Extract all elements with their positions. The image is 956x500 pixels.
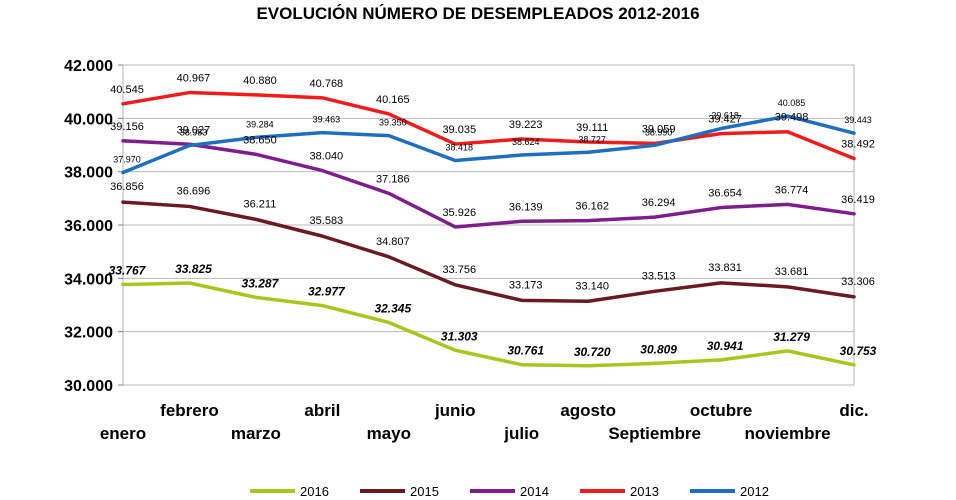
x-tick-label: noviembre	[745, 424, 831, 443]
x-tick-label: octubre	[690, 401, 752, 420]
data-label-layer: 33.767 33.825 33.287 32.977 32.345 31.303 30.7…	[109, 73, 877, 359]
data-label-2012: 38.727	[578, 134, 606, 144]
data-label-2015: 33.306	[841, 276, 875, 288]
x-tick-label: abril	[304, 401, 340, 420]
x-tick-label: mayo	[367, 424, 411, 443]
data-label-2014: 36.654	[708, 188, 742, 200]
data-label-2015: 33.756	[442, 264, 476, 276]
data-label-2014: 36.774	[775, 184, 809, 196]
legend-label-2013: 2013	[630, 484, 659, 499]
data-label-2013: 40.768	[310, 78, 344, 90]
data-label-2012: 39.350	[379, 118, 407, 128]
series-line-2013	[121, 90, 856, 161]
y-tick-label: 42.000	[64, 58, 113, 75]
data-label-2014: 36.139	[509, 201, 543, 213]
x-tick-label: enero	[100, 424, 146, 443]
data-label-2013: 39.427	[708, 114, 742, 126]
legend: 2016 2015 2014 2013 2012	[250, 484, 769, 499]
data-label-2013: 40.165	[376, 94, 410, 106]
data-label-2016: 32.345	[374, 301, 411, 315]
data-label-2015: 34.807	[376, 236, 410, 248]
data-label-2016: 30.941	[707, 339, 744, 353]
data-label-2013: 40.880	[243, 75, 277, 87]
data-label-2014: 38.650	[243, 134, 277, 146]
data-label-2015: 33.831	[708, 262, 742, 274]
data-label-2016: 30.761	[507, 344, 544, 358]
data-label-2012: 37.970	[113, 154, 141, 164]
x-tick-label: febrero	[160, 401, 219, 420]
legend-label-2016: 2016	[300, 484, 329, 499]
data-label-2014: 38.040	[310, 151, 344, 163]
legend-label-2015: 2015	[410, 484, 439, 499]
data-label-2015: 33.513	[642, 270, 676, 282]
data-label-2016: 33.825	[175, 262, 212, 276]
data-label-2013: 39.111	[576, 122, 608, 134]
x-tick-label: julio	[503, 424, 539, 443]
grid-layer	[122, 64, 855, 386]
series-line-2016	[121, 281, 856, 368]
data-label-2014: 36.162	[575, 201, 609, 213]
data-label-2015: 36.856	[110, 181, 144, 193]
data-label-2015: 33.681	[775, 266, 809, 278]
legend-label-2014: 2014	[520, 484, 549, 499]
data-label-2016: 31.279	[773, 330, 810, 344]
y-tick-label: 38.000	[64, 165, 113, 182]
y-tick-label: 40.000	[64, 111, 113, 128]
data-label-2014: 39.027	[177, 124, 211, 136]
data-label-2014: 37.186	[376, 173, 410, 185]
data-label-2012: 38.990	[645, 127, 673, 137]
data-label-2013: 38.492	[841, 139, 875, 151]
data-label-2014: 36.294	[642, 197, 676, 209]
data-label-2013: 39.035	[442, 124, 476, 136]
data-label-2014: 39.156	[110, 121, 144, 133]
x-tick-label: marzo	[231, 424, 281, 443]
data-label-2016: 32.977	[308, 285, 346, 299]
data-label-2012: 39.443	[844, 115, 872, 125]
data-label-2012: 38.983	[180, 127, 208, 137]
data-label-2016: 30.753	[840, 344, 877, 358]
chart-title: EVOLUCIÓN NÚMERO DE DESEMPLEADOS 2012-20…	[256, 4, 699, 23]
y-tick-label: 32.000	[64, 325, 113, 342]
y-tick-label: 36.000	[64, 218, 113, 235]
data-label-2016: 30.720	[574, 345, 611, 359]
x-tick-label: junio	[434, 401, 476, 420]
data-label-2015: 35.583	[310, 215, 344, 227]
x-tick-label: agosto	[560, 401, 616, 420]
data-label-2012: 39.463	[313, 115, 341, 125]
data-label-2013: 39.059	[642, 123, 676, 135]
data-label-2014: 36.419	[841, 194, 875, 206]
data-label-2013: 39.498	[775, 112, 809, 124]
series-line-2012	[121, 114, 856, 175]
x-tick-label: dic.	[839, 401, 868, 420]
data-label-2013: 40.545	[110, 84, 144, 96]
data-label-2012: 38.624	[512, 137, 540, 147]
data-label-2015: 33.140	[575, 280, 609, 292]
series-line-2015	[121, 200, 856, 304]
x-tick-label: Septiembre	[608, 424, 701, 443]
series-layer	[121, 90, 856, 368]
y-tick-label: 34.000	[64, 271, 113, 288]
legend-label-2012: 2012	[740, 484, 769, 499]
series-line-2014	[121, 139, 856, 229]
data-label-2012: 40.085	[778, 98, 806, 108]
data-label-2012: 38.418	[446, 143, 474, 153]
data-label-2012: 39.618	[711, 111, 739, 121]
axis-layer: 30.000 32.000 34.000 36.000 38.000 40.000 42.0…	[64, 58, 869, 443]
data-label-2016: 33.767	[109, 264, 147, 278]
data-label-2014: 35.926	[442, 207, 476, 219]
data-label-2013: 39.223	[509, 119, 543, 131]
data-label-2015: 33.173	[509, 279, 543, 291]
data-label-2015: 36.211	[243, 198, 276, 210]
data-label-2012: 39.284	[246, 119, 274, 129]
data-label-2015: 36.696	[177, 185, 211, 197]
data-label-2016: 31.303	[441, 329, 478, 343]
data-label-2016: 33.287	[242, 276, 280, 290]
y-tick-label: 30.000	[64, 378, 113, 395]
data-label-2013: 40.967	[177, 73, 211, 85]
data-label-2016: 30.809	[640, 342, 677, 356]
